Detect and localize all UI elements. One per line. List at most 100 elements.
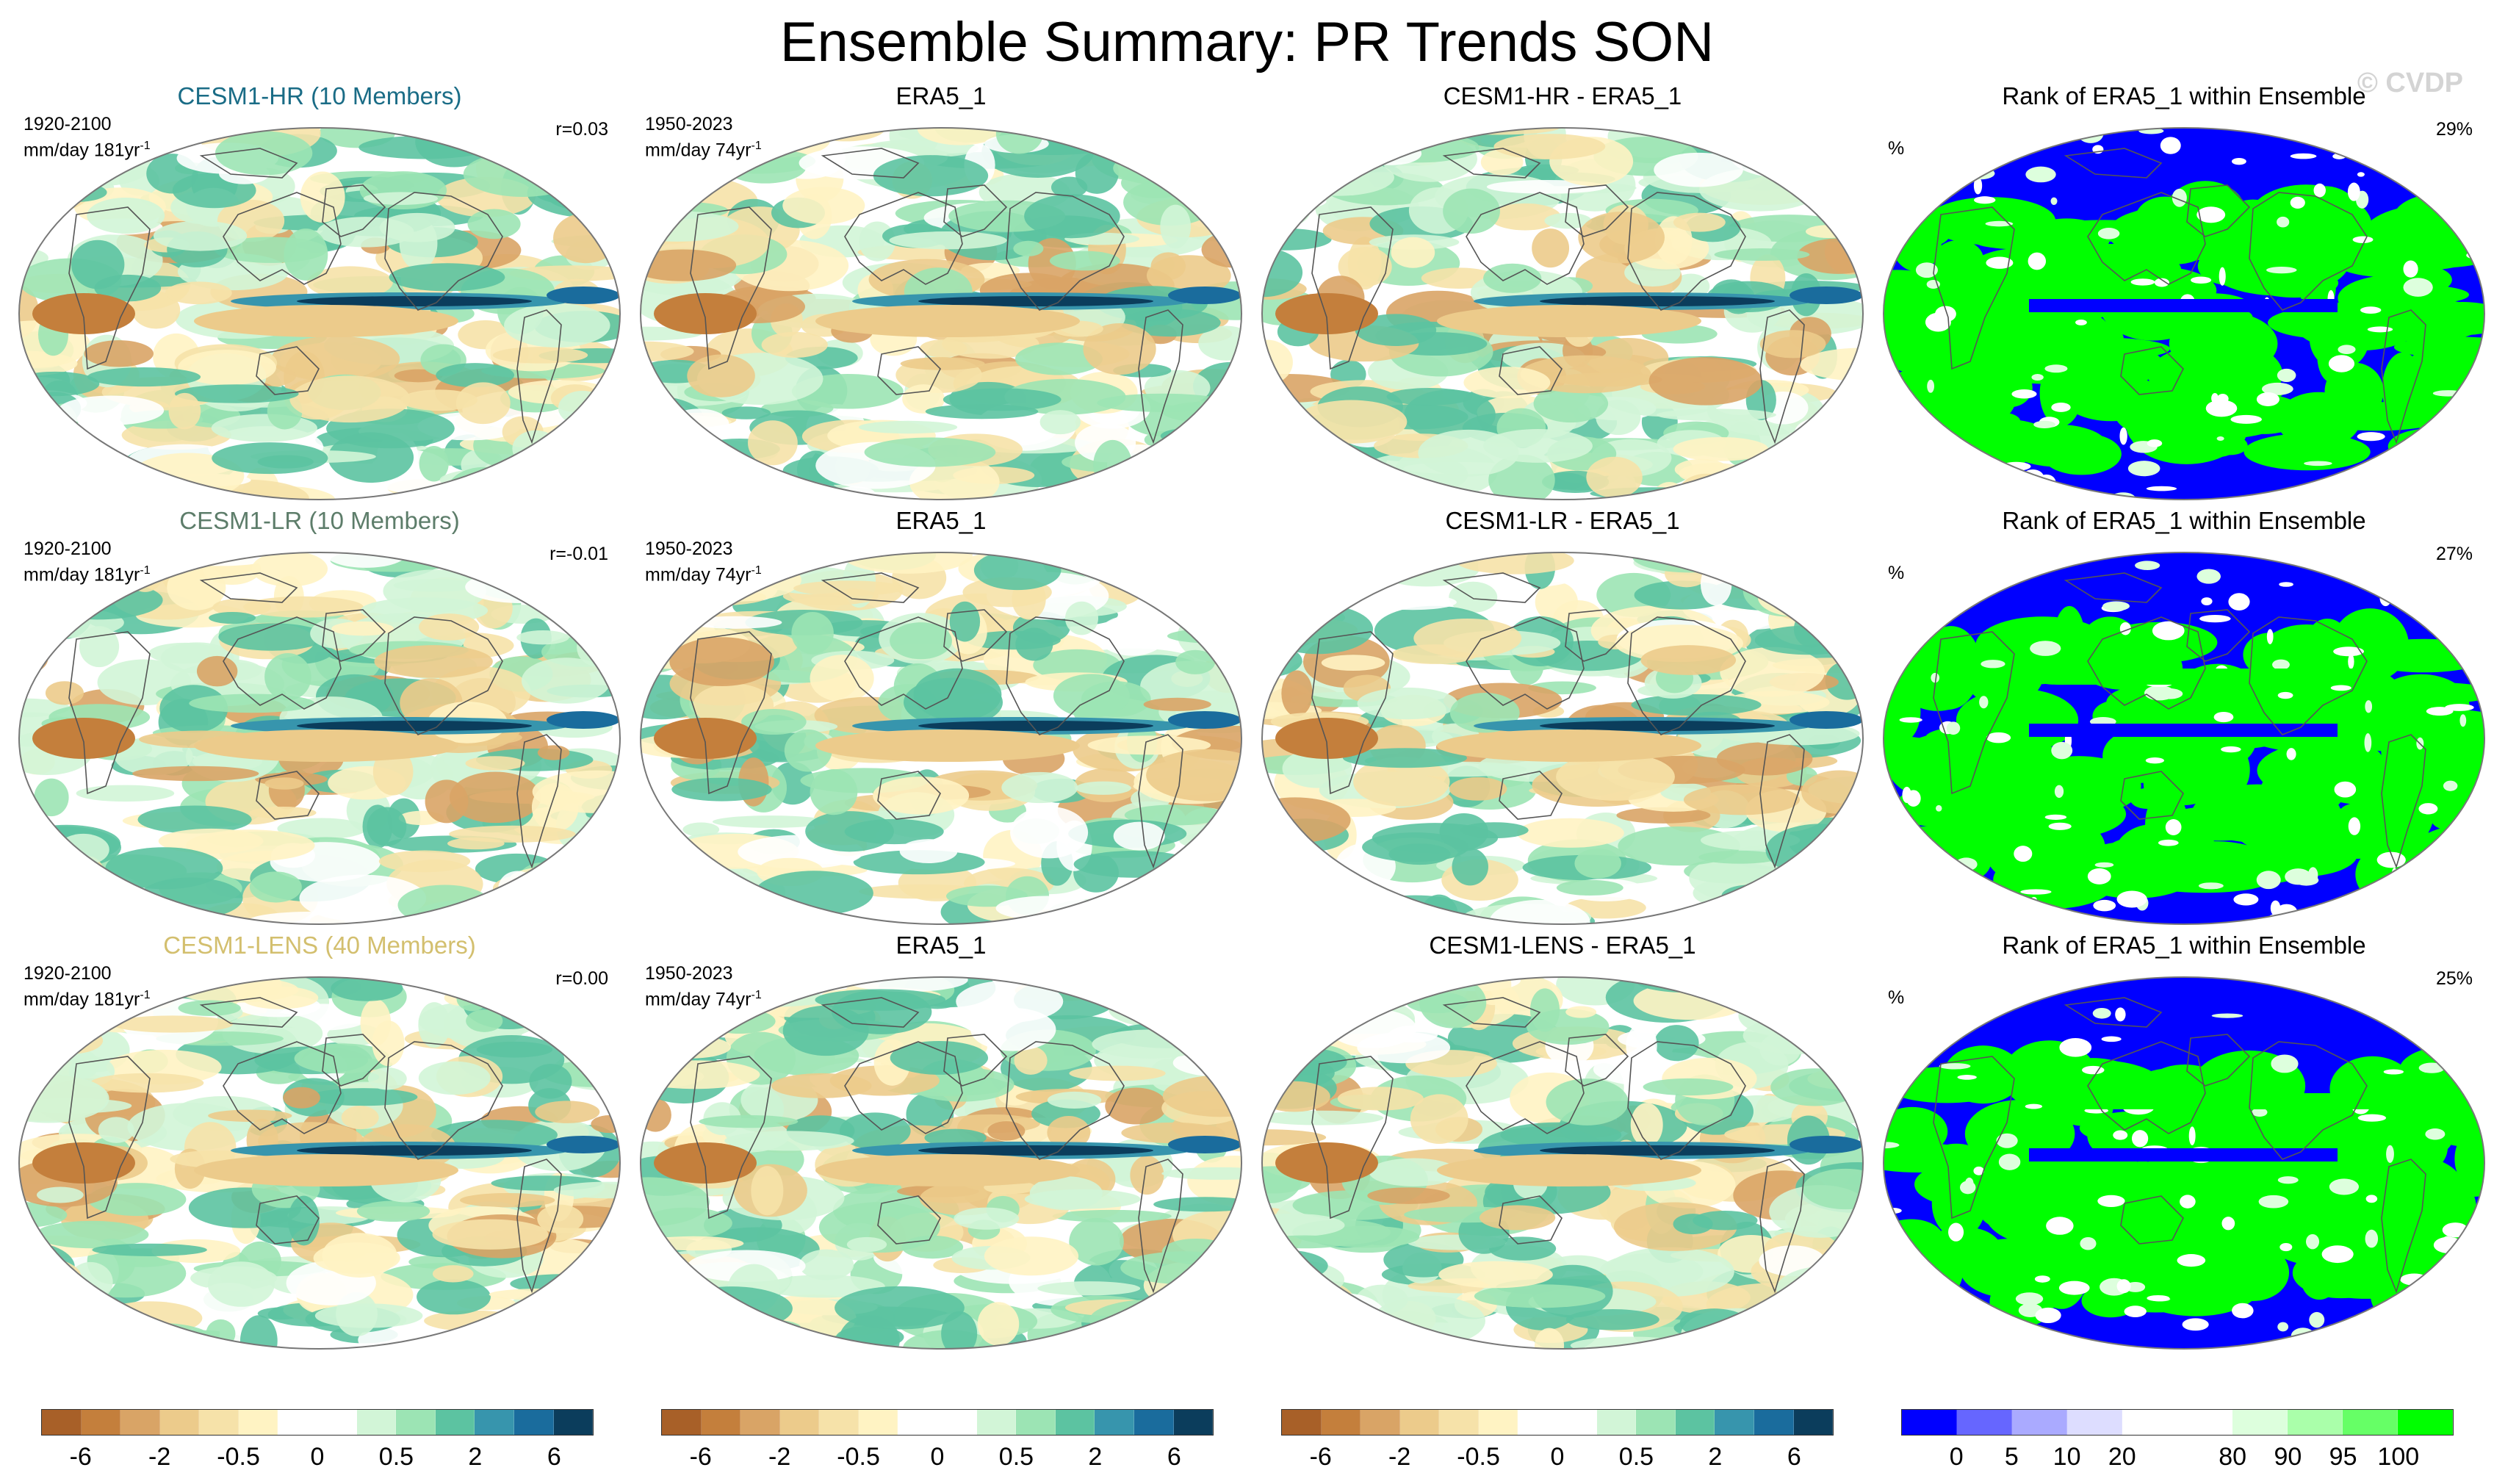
coastline-0	[384, 192, 503, 311]
colorbar-swatch	[819, 1410, 859, 1435]
coastline-4	[256, 771, 320, 820]
panel-title: CESM1-HR - ERA5_1	[1443, 82, 1682, 109]
colorbar-tick-label: -2	[1388, 1443, 1411, 1471]
colorbar-swatch	[2398, 1410, 2453, 1435]
colorbar-tick-label: 2	[1088, 1443, 1103, 1471]
coastline-6	[1442, 997, 1541, 1028]
map-border	[1883, 552, 2485, 925]
coastline-0	[2249, 616, 2368, 735]
colorbar-swatch	[553, 1410, 594, 1435]
panel-title: Rank of ERA5_1 within Ensemble	[2002, 932, 2366, 959]
colorbar-swatch	[317, 1410, 357, 1435]
pattern-correlation: r=0.03	[555, 119, 608, 140]
colorbar-tick-label: 0.5	[378, 1443, 414, 1471]
coastline-2	[943, 609, 1008, 662]
colorbar-swatch	[1715, 1410, 1754, 1435]
colorbar-swatch	[120, 1410, 160, 1435]
coastline-0	[384, 616, 503, 735]
panel-title: CESM1-HR (10 Members)	[177, 82, 462, 109]
colorbar-swatch	[1399, 1410, 1440, 1435]
trend-map	[18, 551, 621, 926]
colorbar-swatch	[475, 1410, 514, 1435]
rank-percent-value: 27%	[2435, 544, 2473, 564]
coastline-6	[199, 572, 298, 603]
coastline-4	[1499, 346, 1563, 395]
colorbar-swatch	[740, 1410, 780, 1435]
colorbar-tick-label: -0.5	[1457, 1443, 1500, 1471]
coastline-2	[2186, 1034, 2251, 1087]
panel-row2-diff: CESM1-LR - ERA5_1	[1252, 507, 1873, 932]
colorbar-swatch	[1134, 1410, 1174, 1435]
panel-row1-obs: ERA5_1 1950-2023 mm/day 74yr-1	[630, 82, 1252, 507]
coastline-6	[1442, 572, 1541, 603]
coastline-2	[322, 1034, 386, 1087]
colorbar-tick-label: 6	[1167, 1443, 1181, 1471]
trend-map	[18, 126, 621, 501]
colorbar-tick-label: 6	[547, 1443, 561, 1471]
colorbar-swatch	[2232, 1410, 2288, 1435]
colorbar-swatch	[1793, 1410, 1834, 1435]
panel-title: CESM1-LR - ERA5_1	[1445, 507, 1680, 534]
colorbar-swatch	[1478, 1410, 1518, 1435]
panel-title: Rank of ERA5_1 within Ensemble	[2002, 507, 2366, 534]
colorbar-swatch	[42, 1410, 82, 1435]
coastline-5	[690, 1056, 772, 1220]
colorbar-tick-label: -0.5	[837, 1443, 880, 1471]
map-border	[18, 552, 621, 925]
colorbar-tick-label: 0.5	[998, 1443, 1034, 1471]
coastline-1	[2381, 734, 2426, 869]
colorbar-tick-label: 0	[1550, 1443, 1565, 1471]
colorbar-swatch	[1321, 1410, 1361, 1435]
period-units-label: 1950-2023 mm/day 74yr-1	[645, 539, 762, 586]
colorbar-swatch	[1557, 1410, 1597, 1435]
cvdp-watermark: © CVDP	[2357, 68, 2463, 98]
coastline-6	[821, 572, 920, 603]
map-border	[640, 552, 1242, 925]
colorbar-tick-label: -2	[768, 1443, 791, 1471]
trend-map	[1261, 976, 1864, 1350]
coastline-0	[2249, 192, 2368, 311]
colorbar-swatch	[1282, 1410, 1322, 1435]
colorbar-swatch	[238, 1410, 278, 1435]
trend-map	[18, 976, 621, 1350]
colorbar-swatch	[858, 1410, 898, 1435]
coastline-3	[223, 192, 342, 285]
colorbar-tick-label: 90	[2274, 1443, 2302, 1471]
coastline-6	[2064, 148, 2163, 179]
colorbar-tick-label: 0	[930, 1443, 945, 1471]
coastline-3	[2087, 1041, 2206, 1134]
period-units-label: 1950-2023 mm/day 74yr-1	[645, 114, 762, 161]
coastline-6	[821, 148, 920, 179]
colorbar-swatch	[1596, 1410, 1637, 1435]
coastline-4	[2120, 346, 2184, 395]
trend-map	[639, 551, 1243, 926]
coastline-0	[384, 1041, 503, 1160]
coastline-2	[1565, 184, 1629, 237]
period-units-label: 1920-2100 mm/day 181yr-1	[24, 963, 151, 1010]
panel-row3-obs: ERA5_1 1950-2023 mm/day 74yr-1	[630, 932, 1252, 1356]
period-units-label: 1950-2023 mm/day 74yr-1	[645, 963, 762, 1010]
coastline-1	[516, 734, 562, 869]
colorbar-swatch	[662, 1410, 702, 1435]
coastline-0	[1006, 616, 1125, 735]
coastline-3	[1466, 616, 1585, 710]
colorbar-tick-label: -6	[69, 1443, 92, 1471]
trend-colorbar: -6 -2 -0.5 0 0.5 2 6	[661, 1409, 1214, 1475]
coastline-4	[877, 771, 941, 820]
panel-row2-rank: Rank of ERA5_1 within Ensemble% 27%	[1873, 507, 2494, 932]
colorbar-tick-label: 2	[468, 1443, 483, 1471]
panel-row1-diff: CESM1-HR - ERA5_1	[1252, 82, 1873, 507]
colorbar-tick-label: 0	[1949, 1443, 1964, 1471]
colorbar-swatch	[278, 1410, 318, 1435]
coastline-3	[844, 192, 963, 285]
coastline-2	[1565, 1034, 1629, 1087]
colorbar-swatch	[2177, 1410, 2232, 1435]
rank-map	[1882, 976, 2486, 1350]
colorbar-swatch	[1957, 1410, 2012, 1435]
panel-title: CESM1-LENS (40 Members)	[163, 932, 476, 959]
colorbar-tick-label: -6	[1309, 1443, 1332, 1471]
panel-title: CESM1-LENS - ERA5_1	[1429, 932, 1696, 959]
coastline-0	[2249, 1041, 2368, 1160]
coastline-1	[516, 309, 562, 444]
coastline-5	[68, 206, 151, 370]
